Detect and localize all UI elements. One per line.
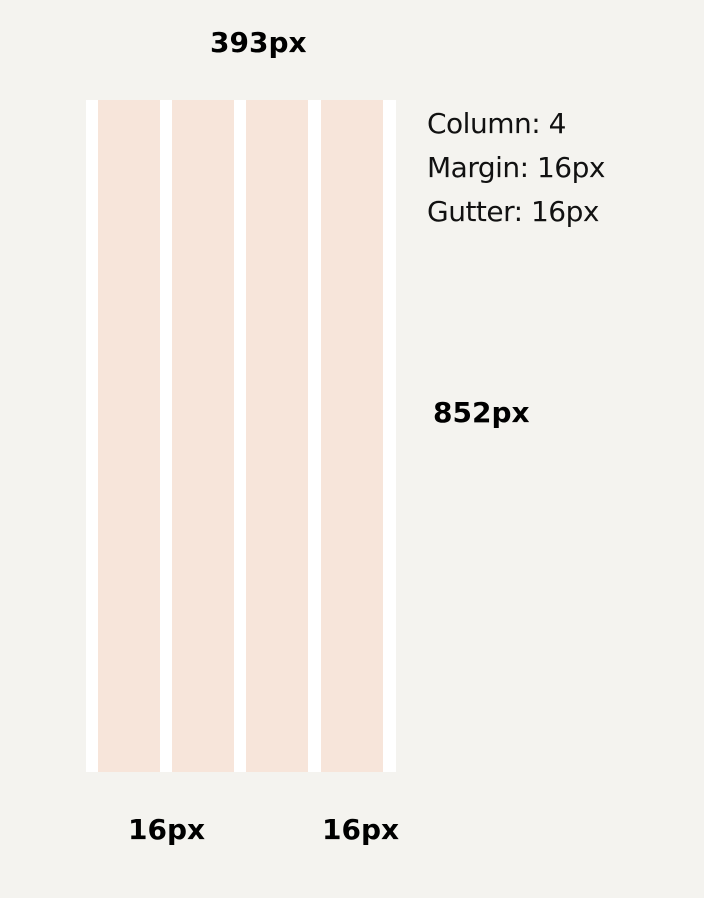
column <box>172 100 234 772</box>
gutter-label: 16px <box>322 813 400 846</box>
width-label: 393px <box>210 26 307 59</box>
grid-frame <box>86 100 396 772</box>
spec-line: Margin: 16px <box>427 151 605 184</box>
spec-line: Column: 4 <box>427 107 566 140</box>
column <box>321 100 383 772</box>
column <box>98 100 160 772</box>
column <box>246 100 308 772</box>
specs: Column: 4 Margin: 16px Gutter: 16px <box>427 102 605 234</box>
margin-label: 16px <box>128 813 206 846</box>
height-label: 852px <box>433 396 530 429</box>
spec-line: Gutter: 16px <box>427 195 599 228</box>
